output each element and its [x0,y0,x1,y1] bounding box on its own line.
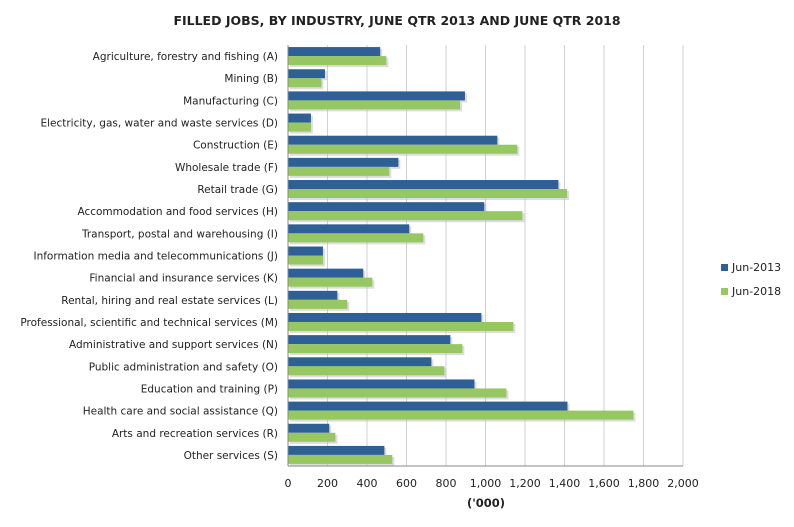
bar-jun-2013 [288,202,485,212]
x-tick-label: 1,600 [588,477,620,490]
bar-jun-2018 [288,211,523,221]
category-label: Administrative and support services (N) [69,339,278,351]
bar-jun-2013 [288,180,559,190]
bar-jun-2018 [288,78,322,88]
bar-jun-2018 [288,166,390,176]
bar-jun-2013 [288,379,475,389]
bar-jun-2013 [288,157,399,167]
bar-jun-2018 [288,366,445,376]
category-label: Financial and insurance services (K) [89,273,278,285]
bar-jun-2013 [288,335,451,345]
category-label: Retail trade (G) [197,184,278,196]
x-tick-label: 2,000 [667,477,699,490]
category-label: Public administration and safety (O) [89,361,278,373]
bar-jun-2013 [288,401,568,411]
bar-jun-2018 [288,388,507,398]
bar-jun-2018 [288,321,514,331]
x-tick-label: 600 [396,477,417,490]
category-label: Professional, scientific and technical s… [20,317,278,329]
bar-jun-2013 [288,423,330,433]
x-tick-label: 800 [436,477,457,490]
bar-jun-2013 [288,113,311,123]
bar-jun-2018 [288,189,568,199]
category-label: Electricity, gas, water and waste servic… [40,118,278,130]
x-tick-label: 1,000 [470,477,502,490]
x-tick-label: 200 [317,477,338,490]
bar-jun-2018 [288,344,463,354]
bar-jun-2013 [288,224,410,234]
x-axis-label: ('000) [467,496,505,510]
category-label: Manufacturing (C) [183,95,278,107]
x-tick-label: 0 [285,477,292,490]
bar-jun-2018 [288,100,461,110]
bar-jun-2013 [288,91,465,101]
bar-jun-2018 [288,410,634,420]
category-label: Wholesale trade (F) [175,162,278,174]
bar-jun-2018 [288,122,311,132]
category-label: Accommodation and food services (H) [77,206,278,218]
bar-jun-2018 [288,299,348,309]
bar-jun-2013 [288,246,323,256]
bar-jun-2018 [288,277,373,287]
x-tick-label: 1,400 [549,477,581,490]
x-tick-label: 1,800 [628,477,660,490]
legend-label: Jun-2013 [731,261,781,274]
bar-jun-2013 [288,312,482,322]
bar-jun-2013 [288,135,498,145]
category-label: Mining (B) [224,73,278,85]
bar-jun-2018 [288,255,323,265]
chart-title: FILLED JOBS, BY INDUSTRY, JUNE QTR 2013 … [173,13,620,28]
bar-jun-2013 [288,69,325,79]
category-label: Construction (E) [193,140,278,152]
category-label: Health care and social assistance (Q) [83,406,278,418]
bar-jun-2018 [288,432,336,442]
bar-jun-2013 [288,357,432,367]
legend-swatch [721,264,728,271]
legend-label: Jun-2018 [731,285,781,298]
category-label: Information media and telecommunications… [33,251,278,263]
bar-jun-2018 [288,233,424,243]
x-tick-label: 1,200 [509,477,541,490]
bar-jun-2013 [288,290,338,300]
legend-swatch [721,288,728,295]
bar-jun-2013 [288,47,381,57]
bar-jun-2013 [288,445,385,455]
bar-jun-2013 [288,268,364,278]
bar-jun-2018 [288,56,387,66]
category-label: Agriculture, forestry and fishing (A) [93,51,278,63]
bar-jun-2018 [288,144,518,154]
category-label: Education and training (P) [141,383,278,395]
x-tick-label: 400 [357,477,378,490]
category-label: Other services (S) [184,450,278,462]
category-label: Rental, hiring and real estate services … [61,295,278,307]
category-label: Arts and recreation services (R) [112,428,278,440]
category-label: Transport, postal and warehousing (I) [81,228,278,240]
bar-jun-2018 [288,454,393,464]
